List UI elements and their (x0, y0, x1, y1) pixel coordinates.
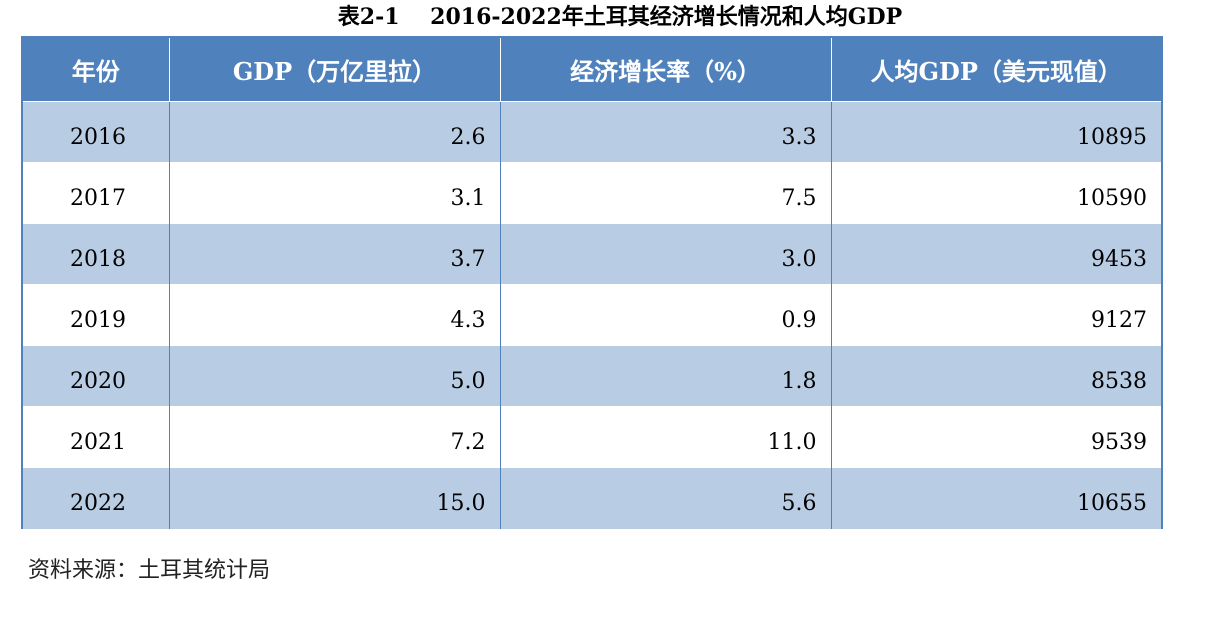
header-per-capita: 人均GDP（美元现值） (830, 38, 1161, 102)
cell-gdp: 3.7 (168, 223, 500, 285)
data-table-container: 年份 GDP（万亿里拉） 经济增长率（%） 人均GDP（美元现值） 2016 2… (21, 36, 1163, 529)
source-note: 资料来源：土耳其统计局 (28, 558, 271, 583)
table-row: 2019 4.3 0.9 9127 (23, 284, 1161, 346)
cell-growth: 11.0 (499, 406, 831, 468)
cell-growth: 7.5 (499, 162, 831, 224)
gdp-table: 年份 GDP（万亿里拉） 经济增长率（%） 人均GDP（美元现值） 2016 2… (23, 38, 1161, 529)
table-row: 2021 7.2 11.0 9539 (23, 406, 1161, 468)
cell-year: 2020 (23, 345, 169, 407)
cell-per-capita: 10590 (830, 162, 1161, 224)
table-row: 2016 2.6 3.3 10895 (23, 101, 1161, 163)
table-row: 2022 15.0 5.6 10655 (23, 467, 1161, 529)
cell-per-capita: 9127 (830, 284, 1161, 346)
cell-gdp: 3.1 (168, 162, 500, 224)
cell-gdp: 15.0 (168, 467, 500, 529)
cell-gdp: 5.0 (168, 345, 500, 407)
cell-per-capita: 9453 (830, 223, 1161, 285)
header-year: 年份 (23, 38, 169, 102)
cell-year: 2017 (23, 162, 169, 224)
table-row: 2018 3.7 3.0 9453 (23, 223, 1161, 285)
cell-year: 2018 (23, 223, 169, 285)
cell-growth: 5.6 (499, 467, 831, 529)
cell-growth: 3.0 (499, 223, 831, 285)
cell-year: 2019 (23, 284, 169, 346)
header-growth: 经济增长率（%） (499, 38, 831, 102)
cell-year: 2022 (23, 467, 169, 529)
table-row: 2017 3.1 7.5 10590 (23, 162, 1161, 224)
cell-gdp: 2.6 (168, 101, 500, 163)
cell-per-capita: 9539 (830, 406, 1161, 468)
cell-year: 2021 (23, 406, 169, 468)
cell-growth: 1.8 (499, 345, 831, 407)
cell-growth: 0.9 (499, 284, 831, 346)
table-title: 表2-1 2016-2022年土耳其经济增长情况和人均GDP (337, 4, 903, 30)
header-gdp: GDP（万亿里拉） (168, 38, 500, 102)
cell-growth: 3.3 (499, 101, 831, 163)
table-row: 2020 5.0 1.8 8538 (23, 345, 1161, 407)
table-header-row: 年份 GDP（万亿里拉） 经济增长率（%） 人均GDP（美元现值） (23, 38, 1161, 102)
cell-per-capita: 10655 (830, 467, 1161, 529)
cell-gdp: 7.2 (168, 406, 500, 468)
cell-gdp: 4.3 (168, 284, 500, 346)
cell-per-capita: 10895 (830, 101, 1161, 163)
cell-per-capita: 8538 (830, 345, 1161, 407)
cell-year: 2016 (23, 101, 169, 163)
